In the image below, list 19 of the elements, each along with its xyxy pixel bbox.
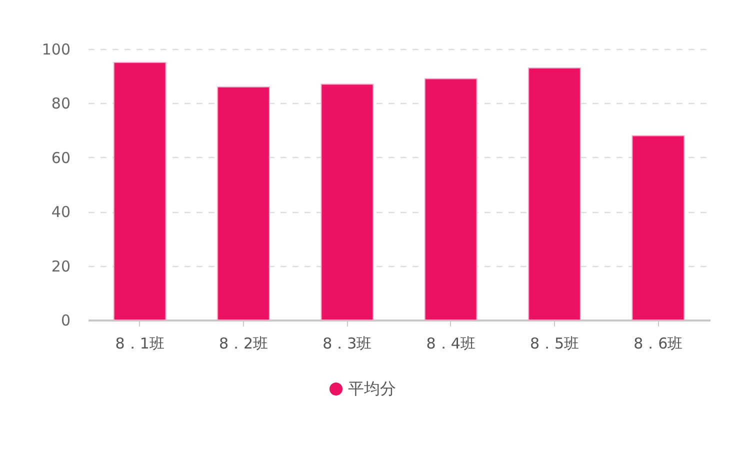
x-tick-label: 8．4班 [426,334,476,352]
y-tick-label: 20 [51,257,70,276]
y-tick-label: 40 [51,203,70,222]
y-tick-label: 60 [51,148,70,167]
x-tick-label: 8．6班 [634,334,683,352]
bar [113,62,166,320]
legend-label: 平均分 [348,379,396,398]
bar [528,67,581,320]
x-tick-label: 8．5班 [530,334,580,352]
x-tick-label: 8．3班 [322,334,372,352]
bar [217,86,270,320]
bar [632,135,685,320]
x-tick-label: 8．2班 [218,334,268,352]
y-tick-label: 80 [51,94,70,113]
bar [424,78,478,320]
x-tick-label: 8．1班 [115,334,164,352]
y-tick-label: 100 [42,40,70,58]
y-tick-label: 0 [60,312,70,330]
bar [320,84,374,320]
